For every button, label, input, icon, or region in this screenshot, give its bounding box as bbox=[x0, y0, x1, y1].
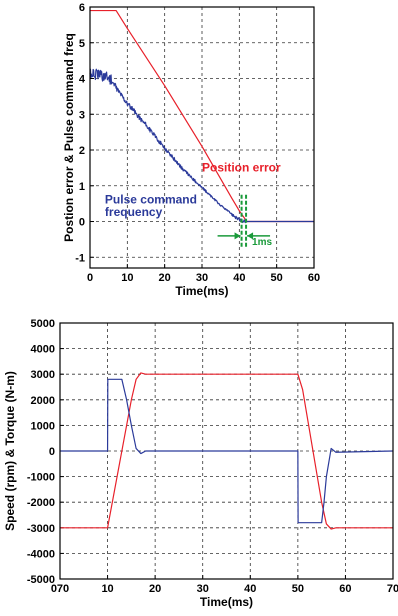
y-tick-label: 0 bbox=[79, 217, 85, 229]
y-tick-label: 3 bbox=[79, 109, 85, 121]
y-tick-label: -1000 bbox=[27, 472, 55, 484]
y-tick-label: 5 bbox=[79, 38, 85, 50]
x-tick-label: 30 bbox=[197, 583, 209, 595]
y-tick-label: 1 bbox=[79, 181, 85, 193]
y-axis-title: Postion error & Pulse command freq bbox=[62, 33, 76, 242]
y-tick-label: -3000 bbox=[27, 523, 55, 535]
x-tick-label: 60 bbox=[308, 272, 320, 284]
x-tick-label: 10 bbox=[121, 272, 133, 284]
y-tick-label: -5000 bbox=[27, 574, 55, 586]
x-tick-label: 10 bbox=[101, 583, 113, 595]
chart-speed-torque: 070 10 20 30 40 50 60 70 5000 4000 3000 2000 1000 0 -1… bbox=[3, 318, 398, 609]
annotation-position-error: Position error bbox=[202, 160, 281, 174]
x-tick-label: 40 bbox=[244, 583, 256, 595]
x-tick-label: 20 bbox=[149, 583, 161, 595]
x-tick-label: 0 bbox=[87, 272, 93, 284]
y-tick-label: -2000 bbox=[27, 497, 55, 509]
y-axis-title: Speed (rpm) & Torque (N-m) bbox=[3, 371, 17, 531]
x-tick-label: 070 bbox=[51, 583, 69, 595]
x-tick-label: 60 bbox=[339, 583, 351, 595]
x-axis-title: Time(ms) bbox=[175, 284, 228, 298]
y-tick-label: -4000 bbox=[27, 548, 55, 560]
series-torque-line bbox=[60, 378, 394, 524]
y-tick-label: 3000 bbox=[31, 369, 55, 381]
x-tick-label: 50 bbox=[271, 272, 283, 284]
plot-frame bbox=[89, 6, 315, 269]
y-tick-label: 2 bbox=[79, 145, 85, 157]
plot-frame bbox=[59, 322, 394, 580]
marker-arrowhead-left bbox=[234, 232, 241, 240]
y-tick-label: 6 bbox=[79, 2, 85, 14]
y-tick-label: -1 bbox=[75, 252, 85, 264]
marker-arrowhead-right bbox=[247, 232, 254, 240]
x-tick-label: 30 bbox=[196, 272, 208, 284]
annotation-frequency: frequency bbox=[105, 205, 163, 219]
y-tick-label: 2000 bbox=[31, 395, 55, 407]
x-axis-title: Time(ms) bbox=[200, 595, 253, 609]
series-position-error-line bbox=[90, 9, 314, 223]
annotation-pulse-command: Pulse command bbox=[105, 193, 197, 207]
y-tick-label: 1000 bbox=[31, 420, 55, 432]
series-pulse-command-frequency-line bbox=[89, 68, 315, 224]
x-tick-label: 50 bbox=[292, 583, 304, 595]
y-tick-label: 5000 bbox=[31, 318, 55, 330]
y-tick-label: 4000 bbox=[31, 344, 55, 356]
series-speed-line bbox=[60, 372, 393, 530]
x-tick-label: 40 bbox=[233, 272, 245, 284]
y-tick-label: 0 bbox=[49, 446, 55, 458]
y-tick-label: 4 bbox=[79, 74, 86, 86]
x-tick-label: 70 bbox=[387, 583, 398, 595]
x-tick-label: 20 bbox=[159, 272, 171, 284]
annotation-1ms: 1ms bbox=[252, 237, 272, 248]
